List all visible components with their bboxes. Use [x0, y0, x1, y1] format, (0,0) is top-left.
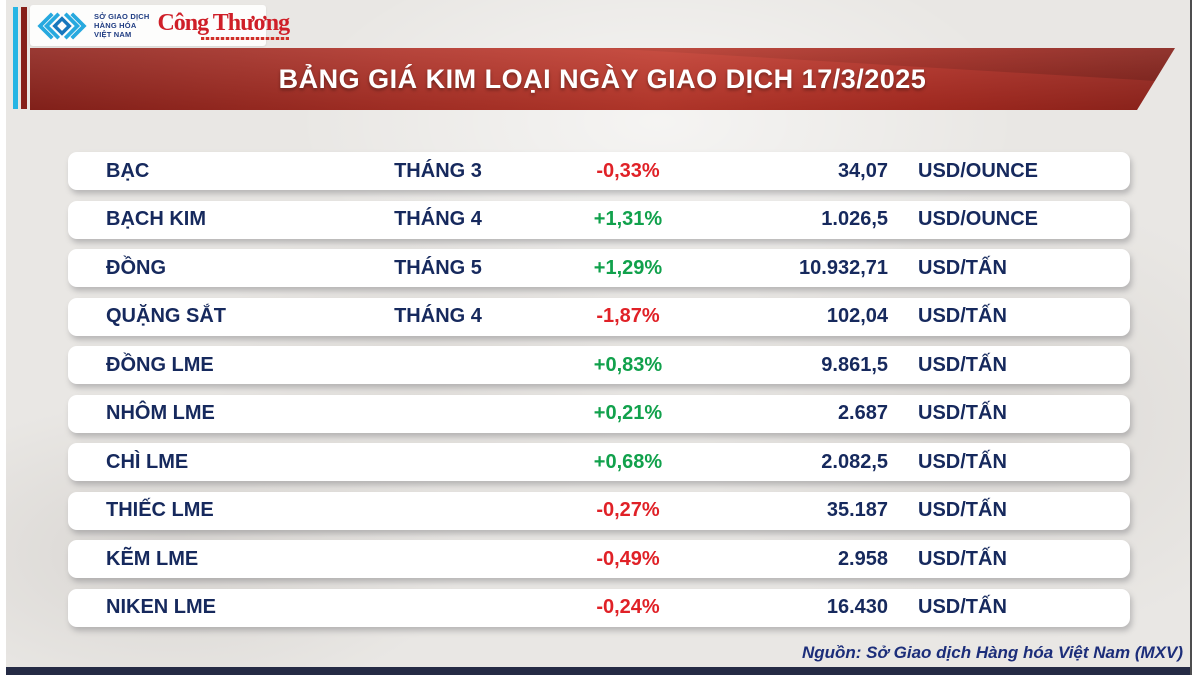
change-percent: -1,87% [596, 305, 660, 327]
congthuong-logo-text: Công Thương [157, 10, 290, 36]
price-value: 34,07 [837, 159, 888, 182]
congthuong-tagline-bar [201, 37, 290, 40]
page-title: BẢNG GIÁ KIM LOẠI NGÀY GIAO DỊCH 17/3/20… [278, 63, 927, 94]
source-note: Nguồn: Sở Giao dịch Hàng hóa Việt Nam (M… [801, 643, 1183, 662]
price-unit: USD/TẤN [918, 547, 1007, 570]
background-canvas: SỞ GIAO DỊCH HÀNG HÓA VIỆT NAM Công Thươ… [6, 0, 1192, 675]
price-value: 102,04 [826, 305, 888, 327]
table-row: ĐỒNG LME +0,83% 9.861,5 USD/TẤN [68, 346, 1130, 384]
table-row: QUẶNG SẮT THÁNG 4 -1,87% 102,04 USD/TẤN [68, 297, 1130, 336]
price-unit: USD/TẤN [918, 499, 1007, 521]
change-percent: +1,29% [593, 256, 663, 279]
price-unit: USD/TẤN [918, 353, 1007, 376]
table-row: NHÔM LME +0,21% 2.687 USD/TẤN [68, 394, 1130, 433]
price-unit: USD/TẤN [918, 450, 1007, 473]
price-unit: USD/TẤN [918, 305, 1007, 327]
commodity-name: BẠC [106, 159, 150, 182]
commodity-name: CHÌ LME [106, 450, 189, 473]
change-percent: -0,33% [596, 159, 660, 182]
mxv-logo-icon [37, 11, 87, 40]
table-row: NIKEN LME -0,24% 16.430 USD/TẤN [68, 588, 1130, 627]
table-row: BẠC THÁNG 3 -0,33% 34,07 USD/OUNCE [68, 152, 1130, 190]
table-row: CHÌ LME +0,68% 2.082,5 USD/TẤN [68, 443, 1130, 481]
price-unit: USD/TẤN [918, 256, 1007, 279]
price-table: BẠC THÁNG 3 -0,33% 34,07 USD/OUNCE BẠCH KIM TH… [68, 152, 1130, 637]
change-percent: -0,27% [596, 499, 660, 521]
price-value: 2.687 [837, 402, 888, 424]
contract-month: THÁNG 3 [394, 159, 482, 182]
price-value: 35.187 [826, 499, 888, 521]
commodity-name: ĐỒNG [106, 256, 166, 279]
price-value: 9.861,5 [821, 353, 888, 376]
title-banner: BẢNG GIÁ KIM LOẠI NGÀY GIAO DỊCH 17/3/20… [30, 48, 1175, 110]
price-value: 16.430 [826, 596, 888, 618]
change-percent: -0,49% [596, 547, 660, 570]
change-percent: +0,83% [593, 353, 663, 376]
commodity-name: THIẾC LME [106, 499, 214, 521]
commodity-name: BẠCH KIM [106, 208, 206, 230]
mxv-logo-line2: HÀNG HÓA [94, 21, 137, 30]
mxv-logo-text: SỞ GIAO DỊCH HÀNG HÓA VIỆT NAM [94, 12, 149, 39]
mxv-logo-line3: VIỆT NAM [94, 30, 132, 39]
change-percent: +1,31% [593, 208, 663, 230]
price-unit: USD/TẤN [918, 402, 1007, 424]
change-percent: +0,21% [593, 402, 663, 424]
table-row: THIẾC LME -0,27% 35.187 USD/TẤN [68, 491, 1130, 530]
price-value: 2.082,5 [821, 450, 888, 473]
contract-month: THÁNG 4 [394, 208, 482, 230]
price-value: 10.932,71 [799, 256, 888, 279]
commodity-name: NIKEN LME [106, 596, 216, 618]
commodity-name: NHÔM LME [106, 402, 215, 424]
price-value: 1.026,5 [821, 208, 888, 230]
change-percent: +0,68% [593, 450, 663, 473]
table-row: KẼM LME -0,49% 2.958 USD/TẤN [68, 540, 1130, 578]
commodity-name: ĐỒNG LME [106, 353, 214, 376]
price-unit: USD/TẤN [918, 596, 1007, 618]
contract-month: THÁNG 4 [394, 305, 482, 327]
table-row: BẠCH KIM THÁNG 4 +1,31% 1.026,5 USD/OUNCE [68, 200, 1130, 239]
price-unit: USD/OUNCE [918, 208, 1039, 230]
left-accent-stripe-red [21, 7, 27, 109]
table-row: ĐỒNG THÁNG 5 +1,29% 10.932,71 USD/TẤN [68, 249, 1130, 287]
bottom-bar [6, 667, 1190, 675]
left-accent-stripe-cyan [13, 7, 18, 109]
change-percent: -0,24% [596, 596, 660, 618]
commodity-name: KẼM LME [106, 547, 199, 570]
congthuong-logo: Công Thương [157, 10, 290, 40]
price-value: 2.958 [837, 547, 888, 570]
logo-strip: SỞ GIAO DỊCH HÀNG HÓA VIỆT NAM Công Thươ… [30, 5, 290, 46]
contract-month: THÁNG 5 [394, 256, 482, 279]
commodity-name: QUẶNG SẮT [106, 305, 226, 327]
mxv-logo-line1: SỞ GIAO DỊCH [94, 12, 150, 21]
price-unit: USD/OUNCE [918, 159, 1039, 182]
